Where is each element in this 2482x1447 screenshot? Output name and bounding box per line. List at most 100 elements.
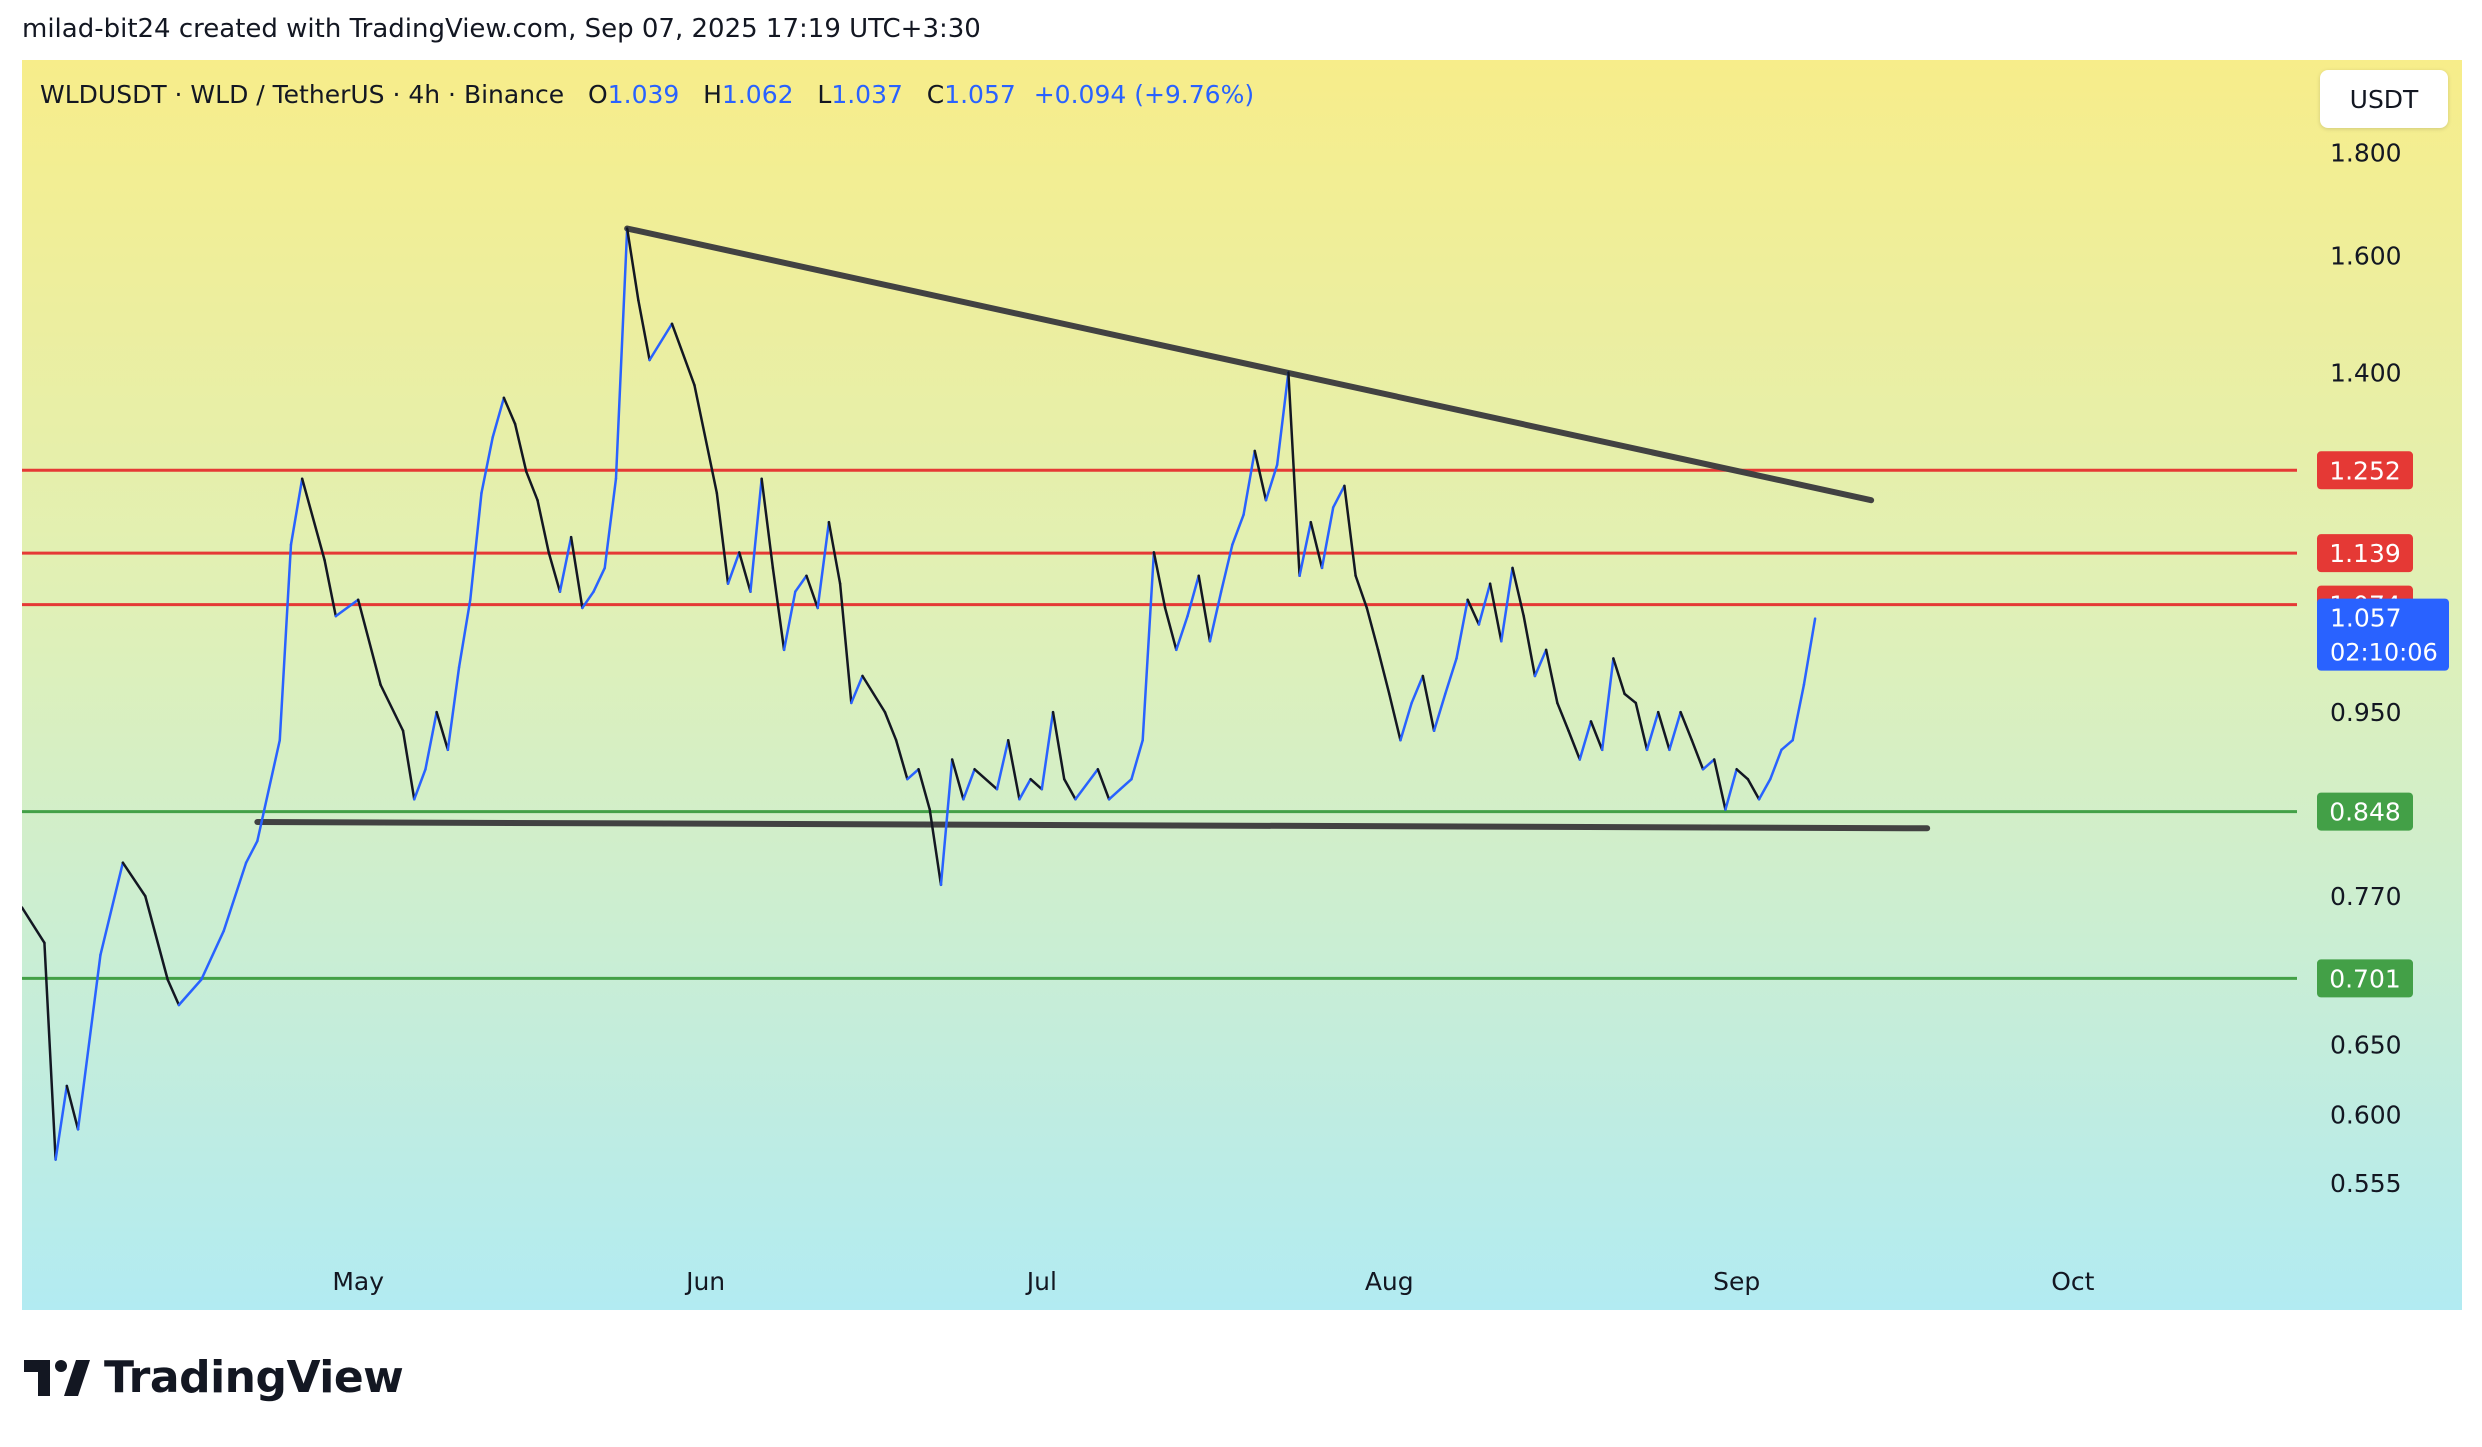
tradingview-logo-text: TradingView — [104, 1352, 404, 1403]
price-segment — [1488, 582, 1503, 643]
high-label: H — [703, 80, 722, 109]
price-segment — [1040, 710, 1055, 791]
price-segment — [1186, 574, 1200, 618]
price-segment — [1219, 543, 1234, 593]
x-tick-label: May — [332, 1267, 384, 1296]
price-layer — [22, 227, 1817, 1161]
levels-layer — [22, 468, 2297, 980]
price-segment — [1376, 648, 1391, 696]
trendline-2[interactable] — [254, 818, 1931, 832]
change-value: +0.094 (+9.76%) — [1033, 80, 1255, 109]
price-segment — [1119, 777, 1133, 791]
y-axis: 1.800 1.600 1.400 0.950 0.770 0.650 0.600 0.555 — [2330, 138, 2402, 1198]
price-segment — [222, 861, 248, 933]
price-segment — [1399, 701, 1413, 742]
y-tick-label: 1.600 — [2330, 241, 2402, 270]
price-segment — [816, 520, 831, 610]
price-segment — [1746, 777, 1761, 801]
price-segment — [1522, 614, 1537, 678]
price-chart[interactable]: 1.800 1.600 1.400 0.950 0.770 0.650 0.600 0.555… — [22, 60, 2462, 1310]
price-segment — [1600, 657, 1615, 752]
price-segment — [715, 491, 730, 585]
y-tick-label: 0.555 — [2330, 1169, 2402, 1198]
price-segment — [1018, 777, 1032, 801]
x-tick-label: Jun — [684, 1267, 725, 1296]
y-tick-label: 1.800 — [2330, 138, 2402, 167]
price-segment — [1612, 657, 1626, 696]
current-price-value: 1.057 — [2330, 604, 2402, 633]
current-price-label: 1.057 02:10:06 — [2317, 598, 2449, 671]
price-segment — [144, 894, 169, 981]
tradingview-logo[interactable]: TradingView — [24, 1352, 404, 1403]
price-segment — [794, 574, 808, 593]
chart-background — [22, 60, 2462, 1310]
price-segment — [401, 729, 416, 801]
price-segment — [1051, 710, 1066, 781]
price-segment — [278, 543, 293, 742]
price-segment — [917, 768, 932, 811]
price-segment — [1791, 683, 1806, 742]
price-segment — [1152, 551, 1167, 610]
price-segment — [1712, 758, 1727, 811]
trendline-layer — [254, 225, 1931, 832]
price-segment — [760, 477, 775, 570]
price-segment — [1320, 506, 1335, 570]
price-segment — [1623, 692, 1638, 705]
low-label: L — [817, 80, 832, 109]
price-segment — [1096, 768, 1111, 801]
price-segment — [1197, 574, 1212, 643]
price-segment — [838, 582, 853, 705]
price-segment — [1544, 648, 1559, 705]
close-label: C — [926, 80, 945, 109]
price-segment — [805, 574, 819, 610]
price-segment — [1264, 463, 1279, 502]
trendline-1[interactable] — [624, 225, 1875, 504]
price-segment — [300, 477, 326, 562]
price-segment — [244, 839, 259, 864]
price-segment — [1477, 582, 1492, 626]
price-segment — [1634, 701, 1649, 752]
level-label-1.139: 1.139 — [2317, 534, 2413, 573]
price-segment — [424, 710, 438, 771]
price-segment — [1175, 614, 1189, 652]
price-segment — [43, 941, 57, 1161]
price-segment — [1567, 729, 1582, 761]
price-segment — [1724, 768, 1738, 811]
price-segment — [950, 758, 965, 801]
currency-unit-button[interactable]: USDT — [2320, 70, 2448, 128]
price-segment — [749, 477, 763, 593]
y-tick-label: 1.400 — [2330, 358, 2402, 387]
price-segment — [1757, 777, 1772, 801]
open-value: 1.039 — [607, 80, 680, 109]
price-segment — [1679, 710, 1694, 742]
price-segment — [995, 738, 1010, 791]
price-segment — [1163, 606, 1178, 652]
price-segment — [1444, 657, 1458, 696]
price-segment — [356, 598, 382, 687]
price-segment — [928, 808, 943, 887]
price-segment — [54, 1084, 69, 1161]
price-segment — [637, 299, 651, 362]
price-segment — [782, 590, 797, 652]
price-segment — [491, 396, 506, 439]
price-segment — [625, 227, 640, 302]
price-segment — [1533, 648, 1548, 678]
y-tick-label: 0.770 — [2330, 882, 2402, 911]
y-tick-label: 0.600 — [2330, 1101, 2402, 1130]
price-segment — [670, 322, 696, 387]
price-segment — [1432, 692, 1447, 732]
price-segment — [469, 491, 483, 602]
price-segment — [827, 520, 842, 585]
price-segment — [1511, 566, 1525, 618]
price-segment — [1006, 738, 1021, 801]
chart-area[interactable]: 1.800 1.600 1.400 0.950 0.770 0.650 0.600 0.555… — [22, 60, 2462, 1310]
price-segment — [457, 598, 472, 669]
price-segment — [1466, 598, 1481, 626]
price-segment — [1331, 484, 1346, 509]
x-tick-label: Sep — [1713, 1267, 1760, 1296]
price-segment — [906, 768, 920, 781]
price-segment — [76, 953, 102, 1131]
svg-text:1.252: 1.252 — [2329, 456, 2401, 485]
price-segment — [973, 768, 999, 791]
